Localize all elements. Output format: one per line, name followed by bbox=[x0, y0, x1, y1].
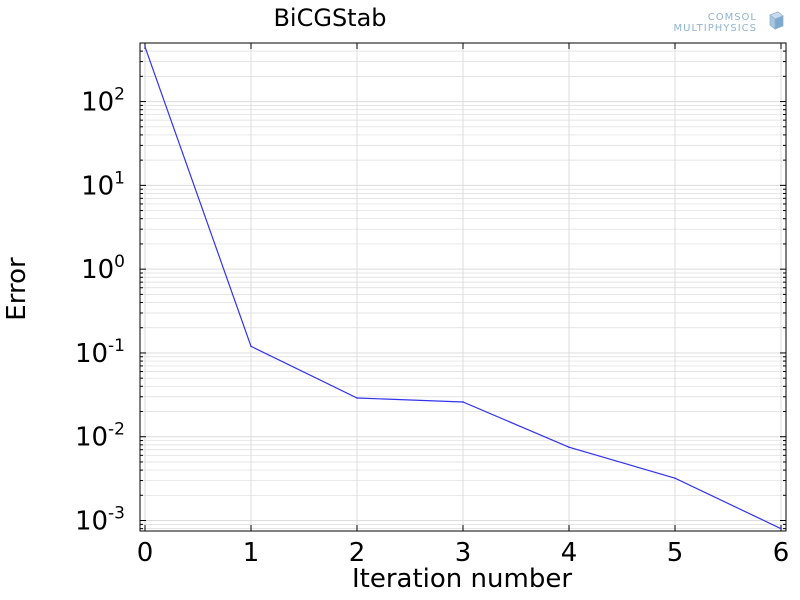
y-tick-label: 10-2 bbox=[75, 420, 125, 453]
y-tick-label-exponent: -3 bbox=[108, 504, 125, 524]
y-tick-label: 100 bbox=[81, 252, 125, 285]
x-tick-label: 6 bbox=[773, 538, 790, 568]
axis-ticks bbox=[140, 42, 786, 531]
data-point bbox=[356, 397, 358, 399]
x-tick-label: 5 bbox=[667, 538, 684, 568]
x-axis-label: Iteration number bbox=[352, 564, 572, 594]
y-tick-label-base: 10 bbox=[75, 423, 108, 453]
y-tick-label-exponent: -2 bbox=[108, 420, 125, 440]
comsol-logo: COMSOL MULTIPHYSICS bbox=[674, 11, 784, 34]
data-points bbox=[144, 46, 782, 530]
logo-text-line2: MULTIPHYSICS bbox=[674, 23, 757, 34]
y-tick-label-base: 10 bbox=[81, 88, 114, 118]
y-tick-label-base: 10 bbox=[81, 171, 114, 201]
x-tick-labels: 0 1 2 3 4 5 6 bbox=[137, 538, 790, 568]
y-tick-label-exponent: 2 bbox=[114, 85, 125, 105]
x-tick-label: 0 bbox=[137, 538, 154, 568]
y-tick-label-base: 10 bbox=[75, 507, 108, 537]
data-point bbox=[144, 46, 146, 48]
x-tick-label: 3 bbox=[455, 538, 472, 568]
data-point bbox=[568, 446, 570, 449]
data-point bbox=[780, 527, 782, 530]
y-tick-label: 10-3 bbox=[75, 504, 125, 537]
y-tick-label: 101 bbox=[81, 168, 125, 201]
y-tick-label-exponent: 1 bbox=[114, 168, 125, 188]
logo-cube-icon bbox=[769, 11, 784, 30]
x-tick-label: 4 bbox=[561, 538, 578, 568]
chart-title: BiCGStab bbox=[273, 4, 386, 32]
data-point bbox=[674, 477, 676, 480]
y-axis-label: Error bbox=[2, 257, 32, 321]
y-tick-label-exponent: -1 bbox=[108, 336, 125, 356]
y-tick-label: 10-1 bbox=[75, 336, 125, 369]
data-point bbox=[250, 345, 252, 348]
grid-lines bbox=[140, 42, 786, 531]
data-point bbox=[462, 401, 464, 403]
y-tick-label-base: 10 bbox=[81, 255, 114, 285]
x-tick-label: 2 bbox=[349, 538, 366, 568]
y-tick-label-base: 10 bbox=[75, 339, 108, 369]
y-tick-label: 102 bbox=[81, 85, 125, 118]
y-tick-label-exponent: 0 bbox=[114, 252, 125, 272]
logo-text-line1: COMSOL bbox=[708, 12, 757, 23]
x-tick-label: 1 bbox=[243, 538, 260, 568]
